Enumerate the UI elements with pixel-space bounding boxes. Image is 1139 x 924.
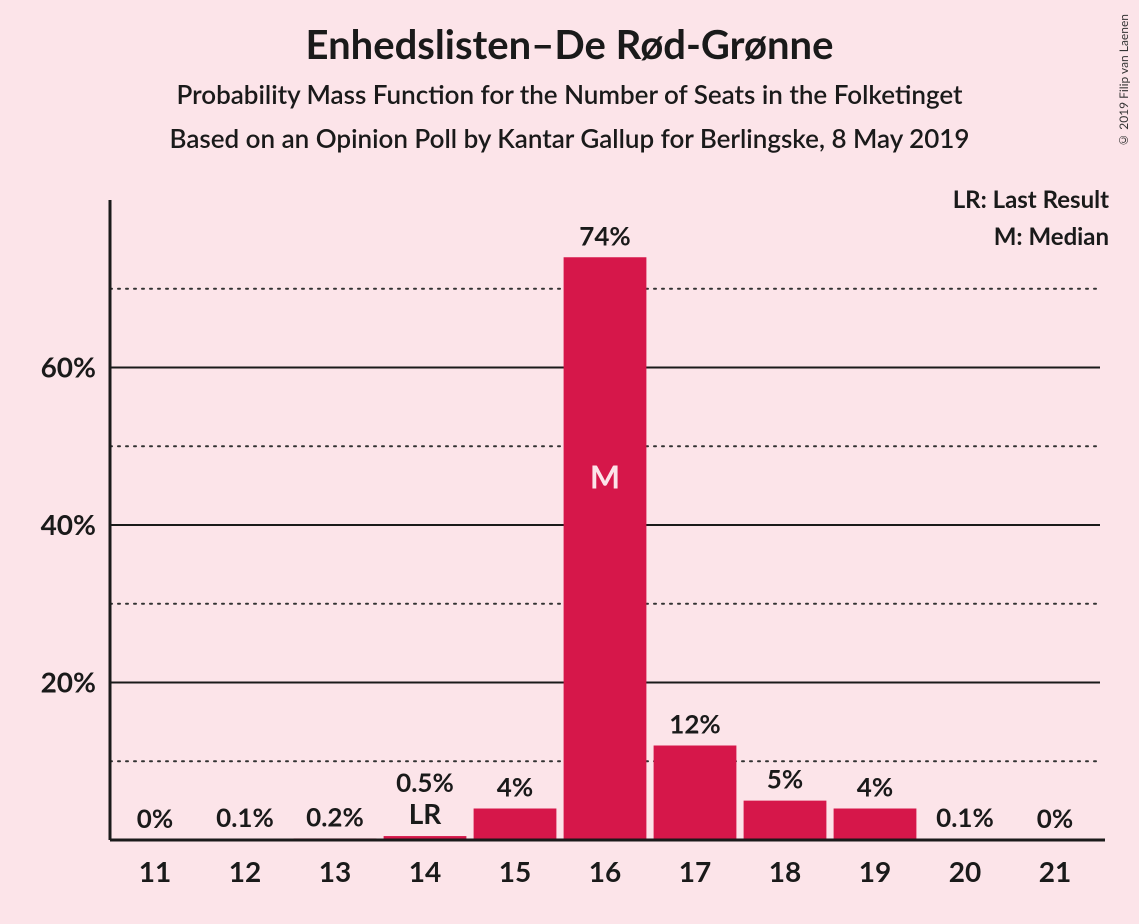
chart-title: Enhedslisten–De Rød-Grønne [0,0,1139,68]
x-tick-label: 11 [139,854,171,888]
x-tick-label: 16 [589,854,621,888]
bar-value-label: 74% [579,219,630,251]
bar [654,746,737,841]
y-tick-label: 20% [41,665,96,699]
x-tick-label: 17 [679,854,711,888]
bar [834,809,917,841]
bar-value-label: 5% [767,763,803,795]
bar-value-label: 4% [497,771,533,803]
x-tick-label: 12 [229,854,261,888]
median-annotation: M [590,457,620,496]
x-tick-label: 13 [319,854,351,888]
pmf-bar-chart: 20% 40% 60% 0% 11 0.1% 12 0.2% 13 LR0.5% 14 4% 15 74%… [0,170,1139,924]
bar-value-label: 0.5% [396,766,454,798]
y-tick-label: 40% [41,507,96,541]
credit-text: © 2019 Filip van Laenen [1116,14,1131,148]
bar-value-label: 0% [137,802,173,834]
bar-value-label: 0.2% [306,800,364,832]
bar-value-label: 0.1% [216,801,274,833]
chart-subtitle-2: Based on an Opinion Poll by Kantar Gallu… [0,122,1139,154]
x-tick-label: 20 [949,854,981,888]
x-tick-label: 18 [769,854,801,888]
bar-value-label: 0% [1037,802,1073,834]
bar [474,809,557,841]
bar [564,257,647,840]
x-tick-label: 21 [1039,854,1071,888]
y-tick-label: 60% [41,350,96,384]
x-tick-label: 19 [859,854,891,888]
lr-annotation: LR [409,796,443,830]
bar-value-label: 4% [857,771,893,803]
x-tick-label: 15 [499,854,531,888]
bar-value-label: 0.1% [936,801,994,833]
x-tick-label: 14 [409,854,441,888]
bar [744,801,827,840]
chart-subtitle-1: Probability Mass Function for the Number… [0,78,1139,110]
bar-value-label: 12% [669,708,720,740]
